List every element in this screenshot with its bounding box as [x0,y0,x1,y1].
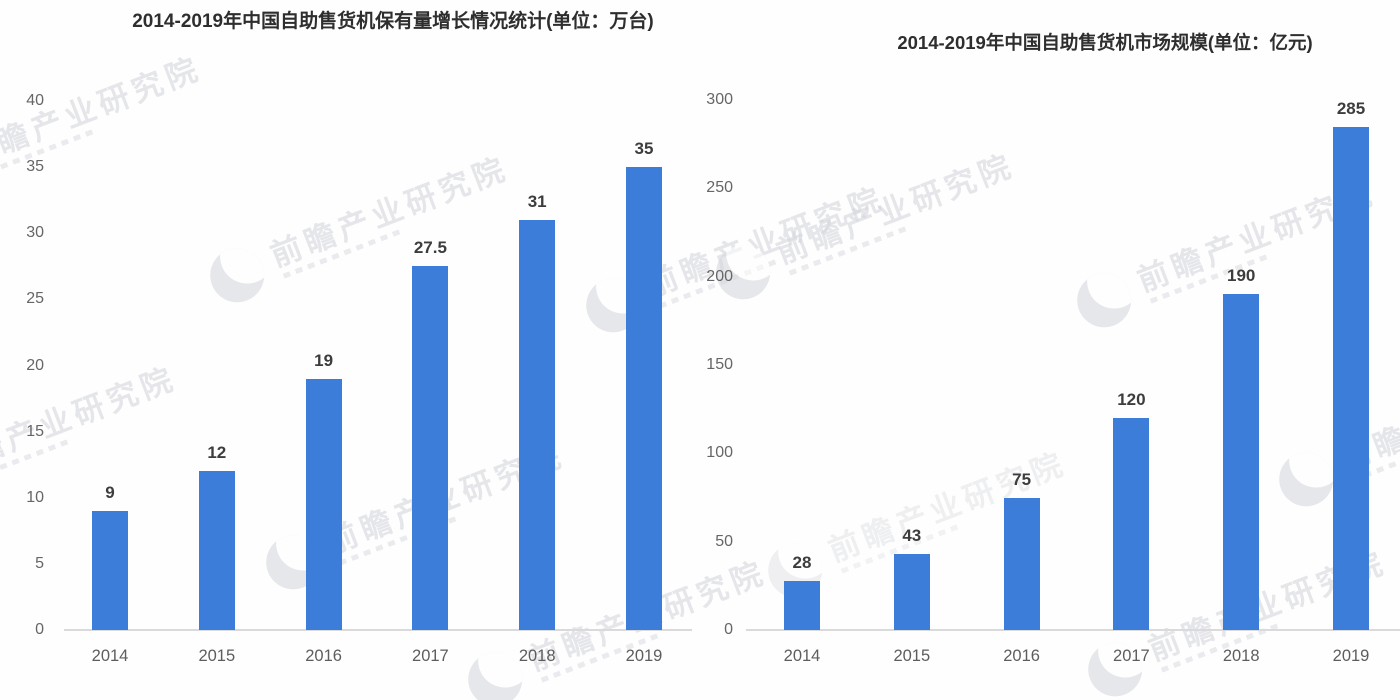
x-axis-category-label: 2017 [412,647,449,665]
bar [784,580,820,630]
x-axis-line [64,629,692,631]
x-axis-category-label: 2018 [1222,647,1260,665]
x-axis-category-label: 2015 [198,647,236,665]
y-axis-tick-label: 300 [706,91,733,108]
bar [92,510,128,630]
bar-value-label: 285 [1336,98,1366,118]
y-axis-tick-label: 0 [724,621,733,638]
y-axis-tick-label: 25 [26,290,44,308]
bar-value-label: 120 [1117,390,1146,409]
x-axis-category-label: 2018 [518,647,556,665]
bar [1113,418,1150,630]
bar-value-label: 75 [1012,469,1032,489]
x-axis-category-label: 2015 [893,647,931,665]
chart-title-holdings: 2014-2019年中国自助售货机保有量增长情况统计(单位：万台) [132,11,654,32]
x-axis-category-label: 2014 [783,647,821,665]
x-axis-category-label: 2019 [625,647,663,665]
bar [412,266,449,630]
bar-value-label: 19 [314,350,334,370]
y-axis-tick-label: 50 [715,532,733,550]
bar-value-label: 35 [634,139,654,159]
x-axis-category-label: 2017 [1113,647,1150,665]
y-axis-tick-label: 100 [706,444,733,462]
bar [1003,497,1040,630]
y-axis-tick-label: 30 [26,224,44,242]
bar [1333,126,1369,630]
bar-value-label: 9 [105,482,115,502]
y-axis-tick-label: 0 [35,621,44,638]
bar-value-label: 190 [1227,266,1256,286]
bar-value-label: 43 [902,526,922,546]
y-axis-tick-label: 10 [26,488,44,506]
x-axis-category-label: 2014 [91,647,129,665]
y-axis-tick-label: 35 [26,158,44,176]
y-axis-tick-label: 250 [706,179,733,197]
y-axis-tick-label: 200 [706,267,733,285]
bar [626,167,662,630]
bar [305,378,342,630]
bar-value-label: 28 [792,552,812,572]
bar [893,554,930,630]
chart-title-market-size: 2014-2019年中国自助售货机市场规模(单位：亿元) [897,32,1313,53]
x-axis-category-label: 2019 [1332,647,1370,665]
bar [198,471,235,630]
y-axis-tick-label: 40 [26,92,44,109]
y-axis-tick-label: 15 [26,422,44,440]
bar-value-label: 31 [527,192,547,212]
bar-value-label: 12 [207,443,227,463]
y-axis-tick-label: 150 [706,356,733,373]
bar [1223,294,1260,630]
x-axis-line [746,629,1400,631]
y-axis-tick-label: 20 [26,356,44,374]
x-axis-category-label: 2016 [305,647,342,665]
y-axis-tick-label: 5 [35,554,44,572]
bar-value-label: 27.5 [413,238,447,258]
x-axis-category-label: 2016 [1003,647,1040,665]
bar [519,220,556,630]
